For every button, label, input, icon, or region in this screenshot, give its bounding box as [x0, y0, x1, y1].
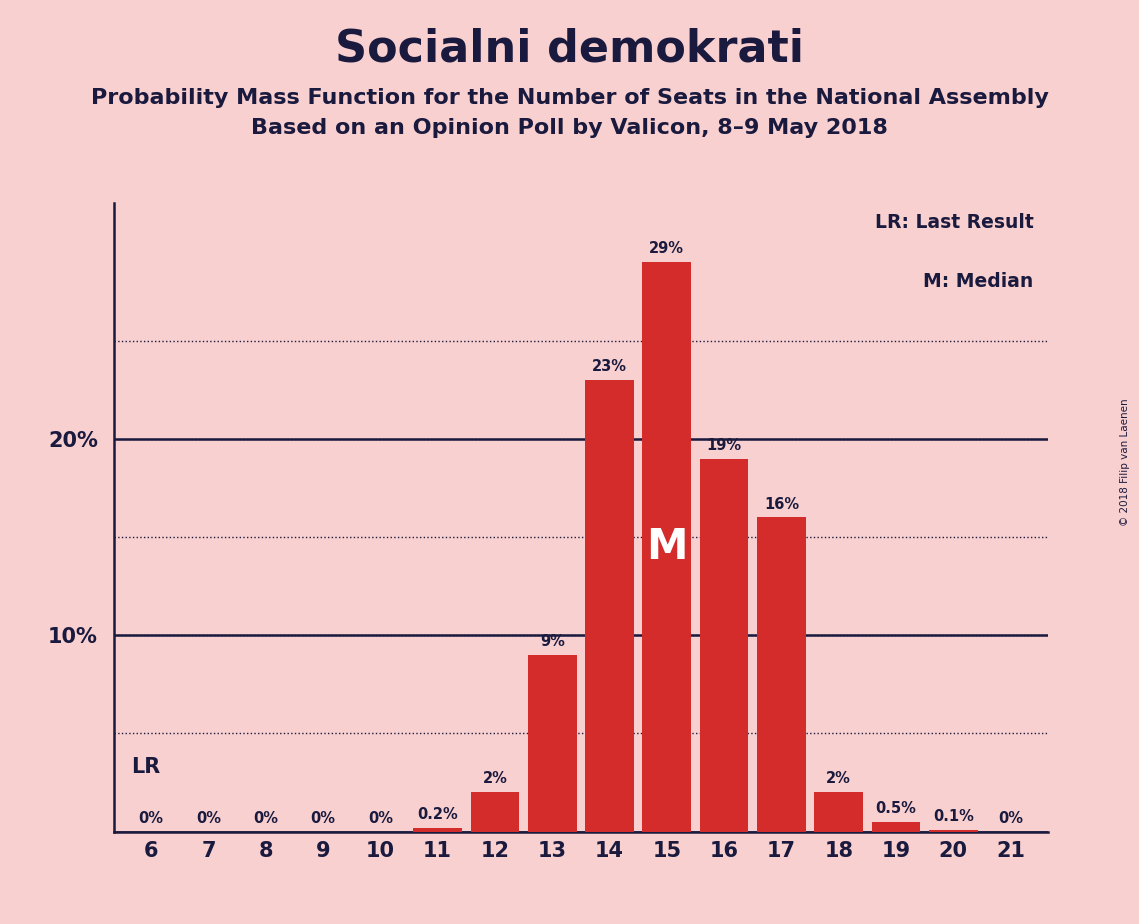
Text: M: Median: M: Median — [924, 272, 1033, 291]
Bar — [585, 380, 634, 832]
Text: 0%: 0% — [311, 810, 336, 826]
Text: 29%: 29% — [649, 241, 685, 256]
Text: © 2018 Filip van Laenen: © 2018 Filip van Laenen — [1121, 398, 1130, 526]
Bar — [527, 655, 576, 832]
Text: M: M — [646, 526, 688, 568]
Text: 23%: 23% — [592, 359, 628, 374]
Text: Based on an Opinion Poll by Valicon, 8–9 May 2018: Based on an Opinion Poll by Valicon, 8–9… — [251, 118, 888, 139]
Text: Probability Mass Function for the Number of Seats in the National Assembly: Probability Mass Function for the Number… — [91, 88, 1048, 108]
Text: 0.1%: 0.1% — [933, 808, 974, 824]
Text: 0%: 0% — [196, 810, 221, 826]
Text: 16%: 16% — [764, 496, 798, 512]
Text: LR: Last Result: LR: Last Result — [875, 213, 1033, 232]
Text: 0%: 0% — [139, 810, 164, 826]
Text: 19%: 19% — [706, 438, 741, 453]
Bar — [642, 262, 691, 832]
Text: 0.5%: 0.5% — [876, 801, 917, 816]
Text: 2%: 2% — [826, 772, 851, 786]
Bar — [929, 830, 977, 832]
Text: 0%: 0% — [998, 810, 1023, 826]
Bar — [871, 821, 920, 832]
Bar — [757, 517, 805, 832]
Text: 0.2%: 0.2% — [417, 807, 458, 821]
Text: LR: LR — [131, 757, 161, 776]
Bar — [413, 828, 462, 832]
Text: 2%: 2% — [483, 772, 507, 786]
Text: 0%: 0% — [253, 810, 278, 826]
Text: 9%: 9% — [540, 634, 565, 649]
Bar — [699, 458, 748, 832]
Bar — [470, 793, 519, 832]
Bar — [814, 793, 863, 832]
Text: Socialni demokrati: Socialni demokrati — [335, 28, 804, 71]
Text: 0%: 0% — [368, 810, 393, 826]
